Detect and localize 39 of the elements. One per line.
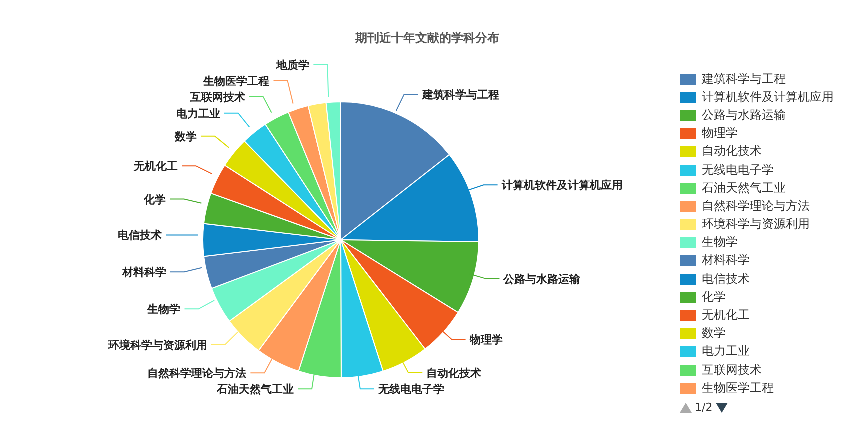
legend-label: 化学 (702, 288, 726, 306)
legend-label: 环境科学与资源利用 (702, 216, 810, 234)
slice-label: 互联网技术 (189, 90, 246, 104)
slice-label: 电力工业 (176, 107, 220, 120)
legend-label: 公路与水路运输 (702, 106, 786, 124)
legend-label: 材料科学 (702, 252, 750, 270)
legend-label: 互联网技术 (702, 362, 762, 379)
text: 1/2 (695, 401, 713, 414)
slice-label: 化学 (143, 193, 166, 206)
slice-label: 石油天然气工业 (216, 383, 294, 396)
legend-label: 计算机软件及计算机应用 (702, 88, 834, 106)
legend-label: 电力工业 (702, 343, 750, 360)
legend-label: 自动化技术 (702, 143, 762, 160)
legend-label: 数学 (702, 325, 726, 342)
slice-label: 物理学 (468, 334, 503, 347)
slice-label: 生物学 (146, 303, 181, 316)
slice-label: 自然科学理论与方法 (148, 367, 247, 380)
slice-label: 地质学 (276, 58, 310, 72)
slice-label: 数学 (174, 130, 198, 144)
legend-label: 石油天然气工业 (702, 180, 786, 197)
slice-label: 建筑科学与工程 (421, 88, 500, 102)
slice-label: 材料科学 (121, 266, 166, 280)
slice-label: 生物医学工程 (202, 74, 270, 88)
legend-label: 建筑科学与工程 (702, 70, 786, 88)
slice-label: 计算机软件及计算机应用 (500, 179, 623, 192)
legend-label: 物理学 (702, 125, 738, 142)
legend-label: 自然科学理论与方法 (702, 198, 810, 215)
slice-label: 环境科学与资源利用 (107, 338, 208, 352)
legend-label: 电信技术 (702, 270, 750, 288)
slice-label: 无机化工 (133, 160, 178, 174)
slice-label: 无线电电子学 (377, 383, 444, 396)
legend-label: 生物学 (702, 234, 738, 252)
legend-label: 无线电电子学 (702, 162, 774, 179)
legend-label: 生物医学工程 (702, 380, 774, 397)
legend-label: 无机化工 (702, 307, 750, 324)
slice-label: 公路与水路运输 (502, 272, 582, 286)
chart-title: 期刊近十年文献的学科分布 (354, 30, 500, 47)
slice-label: 自动化技术 (426, 367, 482, 380)
slice-label: 电信技术 (118, 229, 162, 242)
